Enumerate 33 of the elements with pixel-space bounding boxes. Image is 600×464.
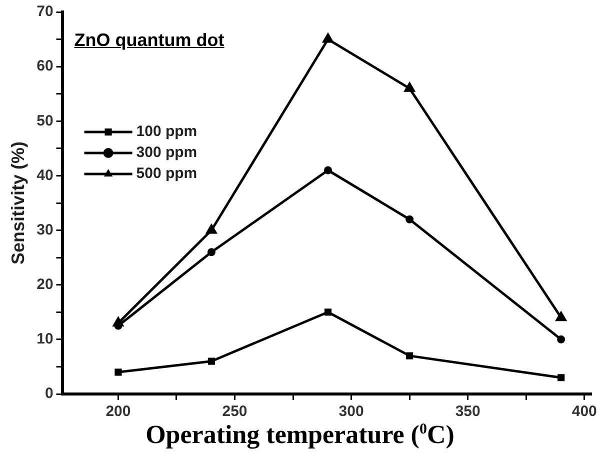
annotation: ZnO quantum dot: [74, 30, 224, 51]
point: [205, 223, 218, 234]
x-tick-label: 350: [455, 403, 480, 420]
point: [324, 308, 332, 316]
x-tick-label: 300: [338, 403, 364, 420]
y-tick-label: 50: [36, 112, 54, 130]
point: [406, 215, 414, 224]
x-axis-title: Operating temperature ($^{0}$C): [144, 420, 456, 450]
y-tick-label: 20: [36, 276, 54, 293]
point: [404, 81, 416, 92]
y-axis-title: Sensitivity (%): [8, 141, 28, 265]
point: [558, 374, 565, 382]
x-tick-label: 200: [106, 403, 131, 420]
y-tick-label: 70: [36, 3, 54, 20]
y-tick-label: 40: [36, 166, 54, 184]
y-tick-label: 30: [36, 221, 54, 238]
point: [114, 368, 122, 376]
y-tick-label: 10: [36, 330, 54, 348]
legend-label: 500 ppm: [136, 165, 198, 182]
x-tick-label: 250: [222, 403, 248, 420]
y-tick-label: 60: [36, 58, 54, 75]
point: [406, 352, 414, 360]
point: [324, 166, 332, 174]
legend-label: 300 ppm: [136, 144, 198, 162]
point: [557, 335, 566, 344]
legend-label: 100 ppm: [136, 123, 198, 140]
x-tick-label: 400: [572, 403, 597, 420]
point: [322, 32, 334, 43]
point: [112, 316, 124, 327]
point: [207, 248, 216, 256]
point: [555, 310, 568, 322]
y-tick-label: 0: [44, 385, 54, 402]
point: [208, 358, 215, 365]
